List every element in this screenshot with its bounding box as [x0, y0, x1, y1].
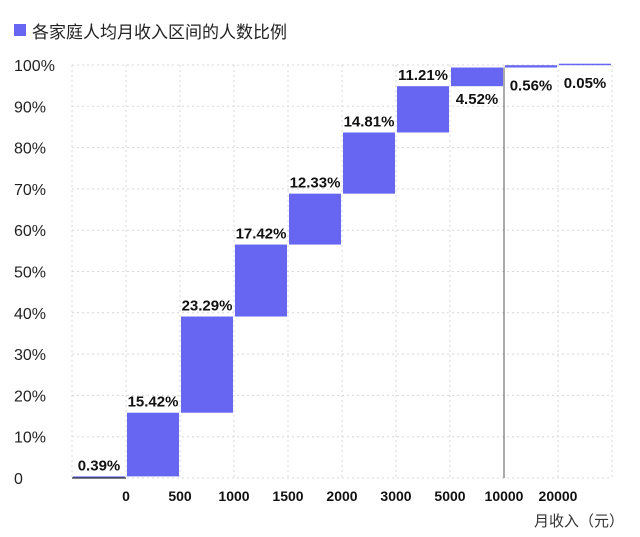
x-tick-label: 5000	[434, 488, 465, 504]
data-label: 0.39%	[78, 457, 121, 474]
y-tick-label: 90%	[14, 99, 46, 116]
y-tick-label: 60%	[14, 223, 46, 240]
waterfall-bar	[181, 316, 233, 413]
y-tick-label: 20%	[14, 388, 46, 405]
y-tick-label: 70%	[14, 182, 46, 199]
x-tick-label: 1000	[218, 488, 249, 504]
y-tick-label: 30%	[14, 347, 46, 364]
y-tick-label: 80%	[14, 141, 46, 158]
y-tick-label: 100%	[14, 58, 55, 75]
data-label: 0.05%	[564, 75, 607, 92]
legend-label: 各家庭人均月收入区间的人数比例	[32, 22, 287, 42]
y-tick-label: 50%	[14, 265, 46, 282]
data-label: 12.33%	[290, 175, 341, 192]
waterfall-bar	[343, 132, 395, 194]
x-tick-label: 20000	[539, 488, 578, 504]
waterfall-bar	[289, 193, 341, 245]
waterfall-bar	[235, 244, 287, 317]
x-tick-label: 10000	[485, 488, 524, 504]
legend-swatch	[14, 24, 26, 36]
y-tick-label: 0	[14, 471, 23, 488]
y-tick-label: 10%	[14, 430, 46, 447]
x-tick-label: 3000	[380, 488, 411, 504]
x-tick-label: 500	[168, 488, 192, 504]
legend: 各家庭人均月收入区间的人数比例	[14, 20, 287, 42]
waterfall-bar	[505, 65, 557, 68]
data-label: 15.42%	[128, 394, 179, 411]
data-label: 4.52%	[456, 91, 499, 108]
x-tick-label: 0	[122, 488, 130, 504]
x-tick-label: 2000	[326, 488, 357, 504]
data-label: 11.21%	[398, 67, 448, 84]
data-label: 17.42%	[236, 226, 287, 243]
waterfall-bar	[127, 412, 179, 477]
waterfall-bar	[559, 63, 611, 66]
data-label: 14.81%	[344, 113, 395, 130]
waterfall-bar	[73, 476, 125, 478]
x-axis-label: 月收入（元）	[533, 513, 624, 530]
data-label: 23.29%	[182, 298, 233, 315]
waterfall-bar	[451, 67, 503, 87]
waterfall-bar	[397, 86, 449, 133]
x-tick-label: 1500	[272, 488, 303, 504]
data-label: 0.56%	[510, 78, 553, 95]
y-tick-label: 40%	[14, 306, 46, 323]
